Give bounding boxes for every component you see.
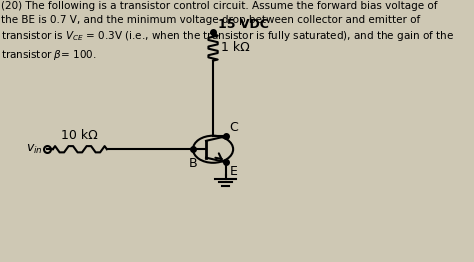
Text: B: B — [189, 156, 197, 170]
Text: 10 kΩ: 10 kΩ — [62, 129, 98, 142]
Text: 1 kΩ: 1 kΩ — [221, 41, 249, 54]
Text: C: C — [229, 121, 238, 134]
Text: 15 VDC: 15 VDC — [218, 18, 269, 31]
Text: $v_{in}$: $v_{in}$ — [26, 143, 42, 156]
Text: E: E — [229, 165, 237, 178]
Text: (20) The following is a transistor control circuit. Assume the forward bias volt: (20) The following is a transistor contr… — [1, 1, 455, 62]
